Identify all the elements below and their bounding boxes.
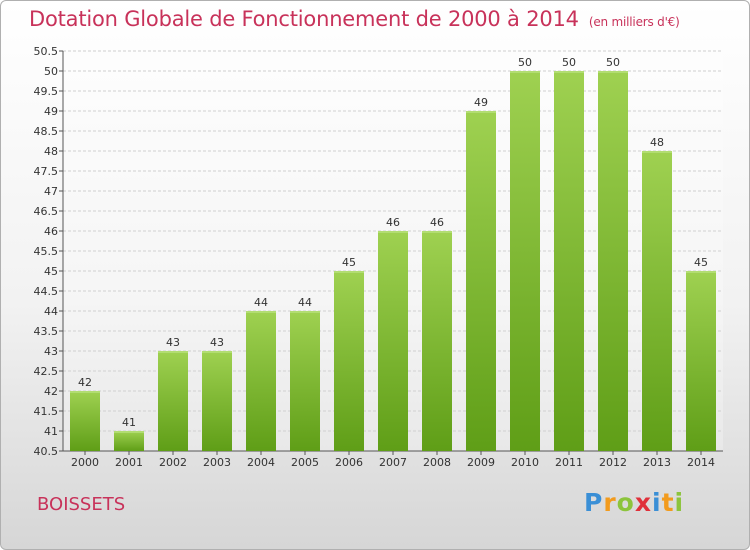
bar: [114, 431, 144, 451]
x-tick-label: 2006: [335, 456, 363, 469]
x-tick-label: 2010: [511, 456, 539, 469]
logo-letter: i: [674, 488, 685, 517]
bar: [70, 391, 100, 451]
bar-highlight: [158, 351, 188, 353]
logo-letter: i: [652, 488, 662, 517]
logo-letter: t: [661, 488, 675, 517]
x-tick-label: 2002: [159, 456, 187, 469]
bar: [510, 71, 540, 451]
bar: [158, 351, 188, 451]
y-tick-label: 41: [44, 425, 58, 438]
bar: [422, 231, 452, 451]
logo-letter: r: [603, 488, 617, 517]
x-tick-label: 2011: [555, 456, 583, 469]
y-tick-label: 49: [44, 105, 58, 118]
data-label: 45: [694, 256, 708, 269]
data-label: 43: [166, 336, 180, 349]
data-label: 45: [342, 256, 356, 269]
y-tick-label: 45.5: [34, 245, 59, 258]
bar: [686, 271, 716, 451]
y-tick-label: 47: [44, 185, 58, 198]
y-tick-label: 41.5: [34, 405, 59, 418]
bar-highlight: [334, 271, 364, 273]
data-label: 49: [474, 96, 488, 109]
y-tick-label: 48: [44, 145, 58, 158]
bar-highlight: [290, 311, 320, 313]
data-label: 46: [386, 216, 400, 229]
y-tick-label: 43: [44, 345, 58, 358]
bar: [334, 271, 364, 451]
x-tick-label: 2004: [247, 456, 275, 469]
data-label: 41: [122, 416, 136, 429]
y-tick-label: 44: [44, 305, 58, 318]
bar-highlight: [642, 151, 672, 153]
bar: [246, 311, 276, 451]
x-tick-label: 2009: [467, 456, 495, 469]
bar: [642, 151, 672, 451]
logo-letter: o: [616, 488, 635, 517]
bar-highlight: [246, 311, 276, 313]
data-label: 50: [606, 56, 620, 69]
data-label: 50: [518, 56, 532, 69]
bar: [378, 231, 408, 451]
y-tick-label: 46: [44, 225, 58, 238]
bar: [290, 311, 320, 451]
y-tick-label: 42: [44, 385, 58, 398]
bar: [466, 111, 496, 451]
y-tick-label: 42.5: [34, 365, 59, 378]
commune-name: BOISSETS: [37, 494, 126, 515]
y-tick-label: 47.5: [34, 165, 59, 178]
bar-highlight: [114, 431, 144, 433]
y-tick-label: 50.5: [34, 45, 59, 58]
x-tick-label: 2003: [203, 456, 231, 469]
x-tick-label: 2000: [71, 456, 99, 469]
bar-highlight: [422, 231, 452, 233]
y-tick-label: 50: [44, 65, 58, 78]
data-label: 44: [298, 296, 312, 309]
bar-highlight: [202, 351, 232, 353]
logo-letter: P: [584, 488, 604, 517]
bar: [554, 71, 584, 451]
bar-highlight: [466, 111, 496, 113]
x-tick-label: 2013: [643, 456, 671, 469]
data-label: 43: [210, 336, 224, 349]
bar-highlight: [554, 71, 584, 73]
data-label: 44: [254, 296, 268, 309]
y-tick-label: 40.5: [34, 445, 59, 458]
x-tick-label: 2001: [115, 456, 143, 469]
bar: [598, 71, 628, 451]
unit-note: (en milliers d'€): [588, 15, 680, 29]
y-tick-label: 43.5: [34, 325, 59, 338]
x-tick-label: 2008: [423, 456, 451, 469]
bar-highlight: [378, 231, 408, 233]
logo-letter: x: [634, 488, 652, 517]
data-label: 42: [78, 376, 92, 389]
chart-title: Dotation Globale de Fonctionnement de 20…: [29, 7, 680, 31]
y-tick-label: 44.5: [34, 285, 59, 298]
x-tick-label: 2012: [599, 456, 627, 469]
data-label: 50: [562, 56, 576, 69]
y-tick-label: 49.5: [34, 85, 59, 98]
y-tick-label: 46.5: [34, 205, 59, 218]
x-tick-label: 2007: [379, 456, 407, 469]
data-label: 48: [650, 136, 664, 149]
y-tick-label: 48.5: [34, 125, 59, 138]
data-label: 46: [430, 216, 444, 229]
bar: [202, 351, 232, 451]
proxiti-logo: Proxiti: [584, 488, 684, 517]
bar-highlight: [598, 71, 628, 73]
x-tick-label: 2005: [291, 456, 319, 469]
bar-highlight: [686, 271, 716, 273]
bar-highlight: [70, 391, 100, 393]
y-tick-label: 45: [44, 265, 58, 278]
x-tick-label: 2014: [687, 456, 715, 469]
bar-highlight: [510, 71, 540, 73]
